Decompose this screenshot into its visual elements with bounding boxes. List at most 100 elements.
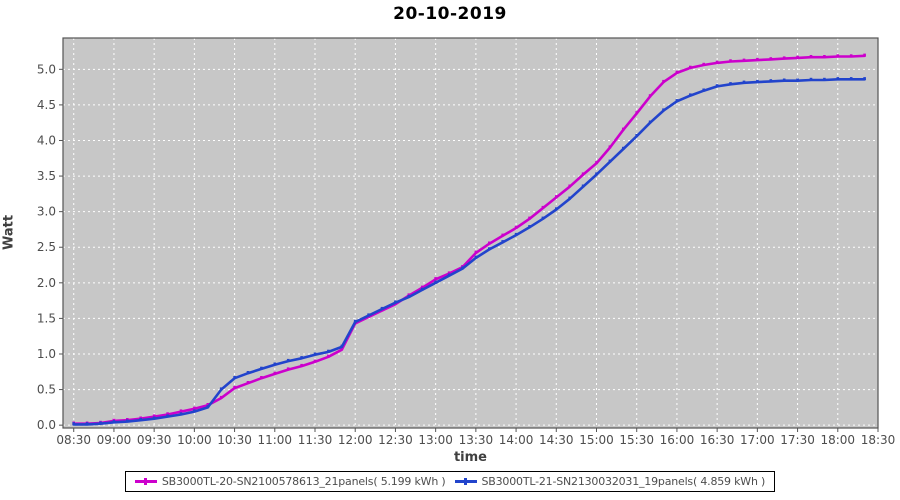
series-point-marker [595,161,598,165]
x-tick-label: 09:30 [137,433,172,447]
series-point-marker [648,94,652,98]
plot-area[interactable] [63,38,878,428]
series-point-marker [380,306,384,310]
series-point-marker [568,184,571,188]
x-tick-label: 15:30 [619,433,654,447]
series-point-marker [555,207,558,211]
series-point-marker [206,403,210,406]
series-point-marker [300,356,303,360]
series-color-swatch [454,478,477,485]
y-tick-label: 3.5 [37,169,56,183]
series-point-marker [434,280,437,284]
series-point-marker [219,387,223,391]
series-point-marker [286,367,290,371]
x-tick-label: 10:30 [217,433,252,447]
series-point-marker [809,55,813,58]
series-point-marker [823,77,826,81]
legend-label: SB3000TL-20-SN2100578613_21panels( 5.199… [161,475,446,488]
series-point-marker [112,420,116,424]
series-point-marker [849,77,853,81]
series-point-marker [488,241,491,245]
series-point-marker [608,145,612,149]
series-point-marker [273,362,277,366]
series-point-marker [461,266,464,270]
series-point-marker [286,358,290,362]
series-point-marker [367,313,370,317]
series-point-marker [675,70,679,74]
series-point-marker [809,77,813,81]
series-point-marker [514,232,518,236]
y-tick-label: 3.0 [37,205,56,219]
series-marker-tick [463,478,467,485]
series-point-marker [313,352,317,356]
series-point-marker [474,255,478,259]
x-tick-label: 11:30 [298,433,333,447]
series-point-marker [474,250,478,254]
x-tick-label: 16:30 [700,433,735,447]
y-tick-label: 2.0 [37,276,56,290]
y-tick-label: 5.0 [37,62,56,76]
series-point-marker [796,55,799,59]
series-line-0 [72,54,866,426]
series-point-marker [769,57,773,61]
series-point-marker [849,54,853,58]
series-point-marker [541,205,545,209]
series-point-marker [260,376,263,379]
series-point-marker [635,111,638,115]
series-point-marker [327,349,330,353]
legend-entry: SB3000TL-20-SN2100578613_21panels( 5.199… [134,475,446,488]
series-point-marker [179,412,183,416]
series-point-marker [742,58,746,62]
series-point-marker [179,409,183,413]
y-tick-label: 0.5 [37,383,56,397]
series-point-marker [139,418,142,421]
series-point-marker [528,216,531,220]
series-point-marker [514,225,518,229]
series-point-marker [595,172,598,176]
series-point-marker [581,172,585,176]
series-point-marker [689,65,692,69]
x-tick-label: 08:30 [56,433,91,447]
series-point-marker [488,247,491,251]
series-point-marker [152,414,156,418]
series-point-marker [233,385,236,389]
series-point-marker [99,421,102,425]
series-point-marker [742,80,746,84]
series-point-marker [782,78,786,82]
legend-entry: SB3000TL-21-SN2130032031_19panels( 4.859… [454,475,765,488]
series-point-marker [166,412,169,416]
x-tick-label: 11:00 [257,433,292,447]
series-point-marker [246,371,250,374]
series-point-marker [193,406,196,410]
series-point-marker [622,146,625,150]
series-point-marker [635,134,638,137]
y-tick-label: 1.0 [37,347,56,361]
series-point-marker [662,79,665,83]
series-point-marker [541,216,545,220]
y-tick-label: 4.5 [37,98,56,112]
series-point-marker [756,57,759,61]
x-axis-label: time [453,450,488,465]
series-point-marker [260,366,263,370]
series-point-marker [206,405,210,409]
series-point-marker [863,53,866,57]
series-point-marker [72,422,75,426]
series-point-marker [702,62,705,66]
series-point-marker [219,395,223,399]
series-point-marker [863,77,866,81]
series-point-marker [85,422,89,426]
x-tick-label: 18:30 [861,433,896,447]
series-point-marker [407,294,411,298]
x-tick-label: 18:00 [820,433,855,447]
series-point-marker [648,120,652,124]
series-point-marker [166,414,169,418]
x-tick-label: 12:00 [338,433,373,447]
series-marker-tick [143,478,147,485]
series-point-marker [246,381,250,384]
series-point-marker [662,108,665,112]
series-point-marker [608,159,612,163]
x-tick-label: 10:00 [177,433,212,447]
series-point-marker [340,347,344,351]
series-point-marker [447,273,451,277]
